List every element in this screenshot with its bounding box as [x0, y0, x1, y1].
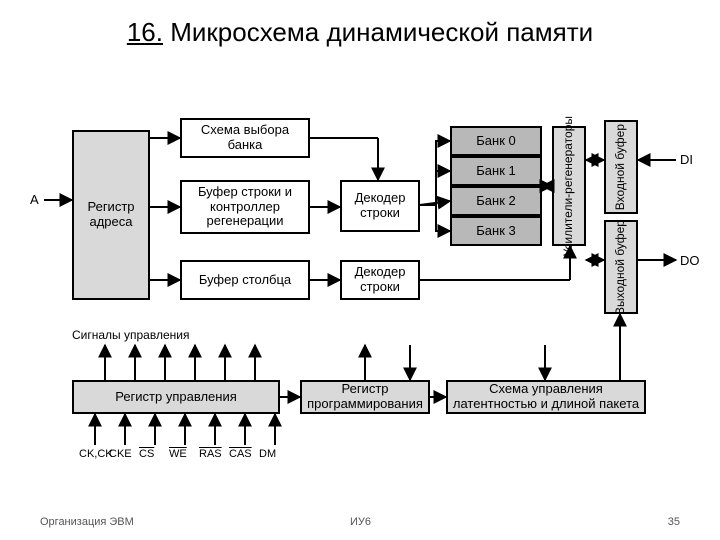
signal-label: CK,CK [79, 448, 113, 460]
block-in_buf: Входной буфер [604, 120, 638, 214]
label-sig-upr: Сигналы управления [72, 328, 189, 342]
footer-right: 35 [668, 516, 680, 528]
block-ctrl_reg: Регистр управления [72, 380, 280, 414]
signal-label: CKE [109, 448, 132, 460]
block-bank_sel: Схема выбора банка [180, 118, 310, 158]
footer-left: Организация ЭВМ [40, 516, 134, 528]
block-row_buf: Буфер строки и контроллер регенерации [180, 180, 310, 234]
footer-center: ИУ6 [350, 516, 371, 528]
block-out_buf: Выходной буфер [604, 220, 638, 314]
slide: 16. Микросхема динамической памяти Регис… [0, 0, 720, 540]
signal-label: DM [259, 448, 276, 460]
label-a: A [30, 192, 39, 207]
label-do: DO [680, 253, 700, 268]
block-dec_row: Декодер строки [340, 180, 420, 232]
block-bank3: Банк 3 [450, 216, 542, 246]
signal-label: CAS [229, 448, 252, 460]
block-lat_ctrl: Схема управления латентностью и длиной п… [446, 380, 646, 414]
signal-label: RAS [199, 448, 222, 460]
block-prog_reg: Регистр программирования [300, 380, 430, 414]
block-col_buf: Буфер столбца [180, 260, 310, 300]
block-dec_col: Декодер строки [340, 260, 420, 300]
signal-label: CS [139, 448, 154, 460]
block-bank0: Банк 0 [450, 126, 542, 156]
block-bank1: Банк 1 [450, 156, 542, 186]
block-amps: Усилители-регенераторы [552, 126, 586, 246]
signal-label: WE [169, 448, 187, 460]
label-di: DI [680, 152, 693, 167]
block-addr_reg: Регистр адреса [72, 130, 150, 300]
block-bank2: Банк 2 [450, 186, 542, 216]
